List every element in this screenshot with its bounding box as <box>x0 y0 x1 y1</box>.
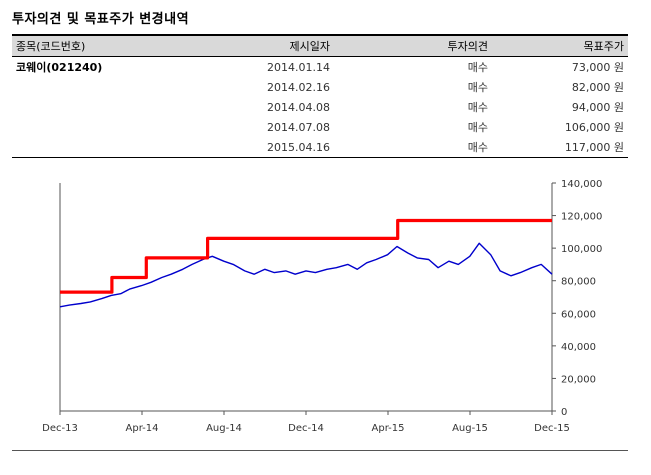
y-tick-label: 120,000 <box>561 212 602 223</box>
x-tick-label: Aug-14 <box>206 423 242 434</box>
cell-target: 94,000 원 <box>571 101 624 114</box>
y-tick-label: 100,000 <box>561 244 602 255</box>
header-opinion: 투자의견 <box>334 34 492 57</box>
target-price-table: 종목(코드번호) 제시일자 투자의견 목표주가 코웨이(021240) 2014… <box>12 34 628 158</box>
table-header-row: 종목(코드번호) 제시일자 투자의견 목표주가 <box>12 34 628 57</box>
cell-date: 2015.04.16 <box>130 137 334 158</box>
cell-opinion: 매수 <box>467 61 488 74</box>
cell-opinion: 매수 <box>467 81 488 94</box>
cell-target: 73,000 원 <box>571 61 624 74</box>
cell-target: 106,000 원 <box>564 121 624 134</box>
cell-opinion: 매수 <box>467 101 488 114</box>
table-row: 2015.04.16 매수 117,000 원 <box>12 137 628 158</box>
cell-date: 2014.01.14 <box>267 60 330 74</box>
stock-name: 코웨이(021240) <box>16 61 103 74</box>
cell-opinion: 매수 <box>334 137 492 158</box>
chart-frame <box>12 170 628 451</box>
y-tick-label: 0 <box>561 407 567 418</box>
x-tick-label: Apr-15 <box>372 423 405 434</box>
cell-target: 82,000 원 <box>571 81 624 94</box>
table-row: 2014.04.08 매수 94,000 원 <box>12 97 628 117</box>
x-tick-label: Dec-15 <box>534 423 570 434</box>
x-tick-label: Aug-15 <box>452 423 488 434</box>
header-target: 목표주가 <box>492 34 628 57</box>
header-date: 제시일자 <box>130 34 334 57</box>
cell-date: 2014.04.08 <box>267 100 330 114</box>
table-row: 2014.07.08 매수 106,000 원 <box>12 117 628 137</box>
y-tick-label: 140,000 <box>561 179 602 190</box>
target-price-series-line <box>60 218 552 294</box>
y-tick-label: 40,000 <box>561 342 596 353</box>
table-row: 2014.02.16 매수 82,000 원 <box>12 77 628 97</box>
y-tick-label: 20,000 <box>561 374 596 385</box>
header-stock: 종목(코드번호) <box>12 34 130 57</box>
cell-date: 2014.02.16 <box>267 80 330 94</box>
x-tick-label: Dec-14 <box>288 423 324 434</box>
x-tick-label: Dec-13 <box>42 423 78 434</box>
cell-opinion: 매수 <box>467 121 488 134</box>
cell-date: 2014.07.08 <box>267 120 330 134</box>
cell-target: 117,000 원 <box>492 137 628 158</box>
price-series-line <box>59 242 553 308</box>
x-tick-label: Apr-14 <box>126 423 159 434</box>
y-tick-label: 80,000 <box>561 277 596 288</box>
page-title: 투자의견 및 목표주가 변경내역 <box>12 12 190 27</box>
table-row: 코웨이(021240) 2014.01.14 매수 73,000 원 <box>12 57 628 78</box>
y-tick-label: 60,000 <box>561 309 596 320</box>
